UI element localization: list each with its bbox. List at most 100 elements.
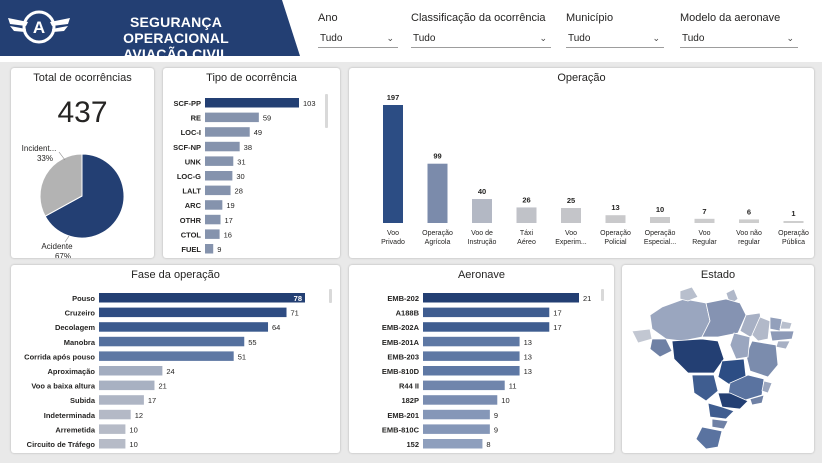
bar[interactable] bbox=[205, 98, 299, 108]
column-category-label: Táxi bbox=[520, 230, 534, 237]
bar[interactable] bbox=[205, 200, 223, 210]
bar[interactable] bbox=[99, 395, 144, 405]
column-value-label: 99 bbox=[433, 152, 441, 161]
header-bar: A SEGURANÇA OPERACIONAL AVIAÇÃO CIVIL An… bbox=[0, 0, 822, 62]
fase-bar-chart[interactable]: Pouso 78 Cruzeiro 71 Decolagem 64 Manobra 55 Cor… bbox=[11, 283, 340, 453]
bar[interactable] bbox=[423, 351, 520, 361]
column[interactable] bbox=[650, 217, 670, 223]
column-category-label: Voo bbox=[565, 230, 577, 237]
bar[interactable] bbox=[205, 171, 233, 181]
bar[interactable] bbox=[205, 127, 250, 137]
column[interactable] bbox=[739, 219, 759, 223]
bar-category-label: Circuito de Tráfego bbox=[27, 440, 96, 449]
bar-category-label: EMB-203 bbox=[387, 352, 419, 361]
column[interactable] bbox=[383, 105, 403, 223]
bar[interactable] bbox=[99, 424, 126, 434]
bar-value-label: 21 bbox=[158, 382, 166, 391]
scrollbar[interactable] bbox=[325, 94, 328, 128]
chevron-down-icon: ⌄ bbox=[386, 33, 394, 43]
bar[interactable] bbox=[99, 336, 245, 347]
column-category-label: Operação bbox=[600, 230, 631, 237]
bar[interactable] bbox=[205, 214, 221, 225]
bar[interactable] bbox=[423, 409, 490, 420]
bar-category-label: UNK bbox=[185, 157, 202, 166]
bar[interactable] bbox=[423, 336, 520, 347]
filter-modelo: Modelo da aeronave Tudo ⌄ bbox=[680, 12, 798, 48]
state-ba bbox=[745, 340, 779, 378]
column[interactable] bbox=[605, 215, 626, 223]
bar[interactable] bbox=[423, 424, 490, 434]
bar[interactable] bbox=[423, 366, 520, 376]
bar-category-label: 152 bbox=[406, 440, 419, 449]
column[interactable] bbox=[694, 218, 715, 223]
scrollbar[interactable] bbox=[601, 289, 604, 301]
tipo-bar-chart[interactable]: SCF-PP 103 RE 59 LOC-I 49 SCF-NP 38 UNK 31 LOC-G 30… bbox=[163, 88, 340, 258]
fase-title: Fase da operação bbox=[131, 269, 220, 281]
bar-category-label: Cruzeiro bbox=[65, 309, 96, 318]
bar[interactable] bbox=[423, 380, 505, 391]
bar[interactable] bbox=[205, 156, 234, 166]
column-category-label: Voo de bbox=[471, 230, 493, 237]
column[interactable] bbox=[783, 221, 804, 223]
bar[interactable] bbox=[205, 112, 259, 123]
column[interactable] bbox=[561, 208, 581, 223]
pie-slice[interactable] bbox=[39, 153, 83, 217]
bar[interactable] bbox=[99, 439, 126, 449]
aeronave-bar-chart[interactable]: EMB-202 21 A188B 17 EMB-202A 17 EMB-201A 13 EMB-… bbox=[349, 283, 614, 453]
column[interactable] bbox=[427, 163, 448, 223]
bar[interactable] bbox=[423, 293, 579, 303]
column-value-label: 25 bbox=[567, 196, 575, 205]
filter-ano-dropdown[interactable]: Tudo ⌄ bbox=[318, 30, 398, 48]
column-category-label: Voo bbox=[387, 230, 399, 237]
bar[interactable] bbox=[423, 395, 498, 405]
bar[interactable] bbox=[423, 307, 550, 318]
operacao-column-chart[interactable]: 197 Voo Privado 99 Operação Agrícola 40 Voo de I… bbox=[349, 86, 814, 258]
bar[interactable] bbox=[99, 380, 155, 391]
bar[interactable] bbox=[99, 409, 131, 420]
bar[interactable] bbox=[99, 293, 305, 303]
bar[interactable] bbox=[423, 439, 483, 449]
scrollbar[interactable] bbox=[329, 289, 332, 303]
bar[interactable] bbox=[205, 229, 220, 239]
state-rj bbox=[749, 394, 765, 406]
bar[interactable] bbox=[423, 322, 550, 332]
bar-value-label: 38 bbox=[244, 143, 252, 152]
bar[interactable] bbox=[99, 322, 269, 332]
state-sc bbox=[711, 418, 729, 430]
pie-slice[interactable] bbox=[44, 153, 125, 239]
estado-title: Estado bbox=[700, 269, 736, 281]
filter-municipio-dropdown[interactable]: Tudo ⌄ bbox=[566, 30, 664, 48]
state-pr bbox=[707, 402, 735, 420]
bar-category-label: ARC bbox=[185, 201, 202, 210]
column-value-label: 40 bbox=[478, 187, 486, 196]
column[interactable] bbox=[472, 199, 492, 223]
aviation-logo-icon: A bbox=[8, 10, 70, 44]
filter-value: Tudo bbox=[682, 33, 705, 44]
column[interactable] bbox=[516, 207, 537, 223]
state-sp bbox=[717, 392, 749, 410]
bar-value-label: 9 bbox=[217, 245, 221, 254]
column-value-label: 1 bbox=[791, 209, 795, 218]
filter-modelo-dropdown[interactable]: Tudo ⌄ bbox=[680, 30, 798, 48]
estado-card: Estado bbox=[622, 265, 814, 453]
state-am bbox=[649, 298, 711, 342]
bar-category-label: CTOL bbox=[181, 230, 202, 239]
bar[interactable] bbox=[205, 244, 214, 254]
bar-category-label: Arremetida bbox=[55, 425, 95, 434]
bar[interactable] bbox=[205, 141, 240, 152]
operacao-card: Operação 197 Voo Privado 99 Operação Agrícola… bbox=[349, 68, 814, 258]
bar[interactable] bbox=[99, 366, 163, 376]
bar-category-label: EMB-202A bbox=[382, 323, 420, 332]
bar-category-label: Corrida após pouso bbox=[24, 352, 95, 361]
bar[interactable] bbox=[99, 351, 234, 361]
column-category-label: Pública bbox=[782, 239, 805, 246]
column-category-label: Operação bbox=[645, 230, 676, 237]
filter-label: Município bbox=[566, 12, 614, 24]
bar[interactable] bbox=[205, 185, 231, 196]
bar-value-label: 11 bbox=[509, 382, 517, 391]
brazil-states-map[interactable] bbox=[622, 285, 814, 453]
filter-classificacao-dropdown[interactable]: Tudo ⌄ bbox=[411, 30, 551, 48]
bar-category-label: FUEL bbox=[181, 245, 201, 254]
bar[interactable] bbox=[99, 307, 287, 318]
